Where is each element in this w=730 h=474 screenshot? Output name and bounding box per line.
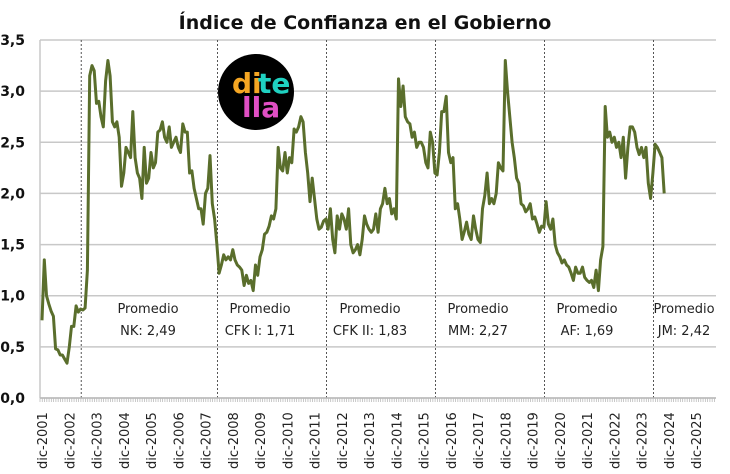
logo-circle	[218, 54, 294, 130]
annotation-value: CFK II: 1,83	[333, 324, 407, 339]
x-tick-label: dic-2019	[527, 412, 542, 469]
logo-text-lla: lla	[242, 91, 280, 124]
x-tick-label: dic-2008	[227, 412, 242, 469]
y-tick-label: 0,5	[0, 340, 25, 356]
annotation-label: Promedio	[117, 302, 178, 317]
annotation-label: Promedio	[653, 302, 714, 317]
x-tick-label: dic-2005	[145, 412, 160, 469]
x-tick-label: dic-2007	[200, 412, 215, 469]
y-tick-label: 2,0	[0, 186, 25, 202]
y-tick-label: 1,0	[0, 289, 25, 305]
x-tick-label: dic-2021	[581, 412, 596, 469]
x-tick-label: dic-2011	[309, 412, 324, 469]
y-tick-label: 3,0	[0, 84, 25, 100]
x-tick-label: dic-2003	[91, 412, 106, 469]
annotation-value: AF: 1,69	[561, 324, 614, 339]
x-tick-label: dic-2020	[554, 412, 569, 469]
y-tick-label: 0,0	[0, 391, 25, 407]
ditella-logo: di te lla	[218, 54, 294, 130]
x-tick-label: dic-2015	[418, 412, 433, 469]
series-line	[40, 59, 666, 365]
x-tick-label: dic-2017	[472, 412, 487, 469]
x-tick-label: dic-2023	[636, 412, 651, 469]
x-tick-label: dic-2016	[445, 412, 460, 469]
gridlines	[39, 39, 716, 399]
x-tick-label: dic-2025	[690, 412, 705, 469]
x-axis: dic-2001 dic-2002 dic-2003 dic-2004 dic-2005…	[36, 397, 716, 469]
logo-text-te: te	[258, 67, 290, 100]
logo-text-di: di	[232, 67, 262, 100]
annotation-label: Promedio	[556, 302, 617, 317]
y-tick-label: 1,5	[0, 238, 25, 254]
x-tick-label: dic-2024	[663, 412, 678, 469]
y-tick-label: 2,5	[0, 135, 25, 151]
period-markers	[80, 40, 654, 398]
chart-title: Índice de Confianza en el Gobierno	[179, 11, 552, 34]
x-tick-label: dic-2022	[608, 412, 623, 469]
x-tick-label: dic-2009	[254, 412, 269, 469]
annotation-label: Promedio	[447, 302, 508, 317]
period-annotations: Promedio NK: 2,49 Promedio CFK I: 1,71 Prome…	[117, 302, 714, 339]
y-tick-label: 3,5	[0, 33, 25, 49]
x-tick-label: dic-2018	[499, 412, 514, 469]
x-tick-label: dic-2014	[390, 412, 405, 469]
x-tick-label: dic-2012	[336, 412, 351, 469]
x-tick-label: dic-2002	[63, 412, 78, 469]
annotation-value: JM: 2,42	[657, 324, 711, 339]
annotation-label: Promedio	[339, 302, 400, 317]
x-tick-label: dic-2004	[118, 412, 133, 469]
x-tick-label: dic-2001	[36, 412, 51, 469]
x-tick-label: dic-2006	[172, 412, 187, 469]
annotation-value: MM: 2,27	[448, 324, 508, 339]
annotation-label: Promedio	[229, 302, 290, 317]
annotation-value: CFK I: 1,71	[225, 324, 296, 339]
x-tick-label: dic-2010	[281, 412, 296, 469]
y-axis-ticks: 0,0 0,5 1,0 1,5 2,0 2,5 3,0 3,5	[0, 33, 25, 407]
annotation-value: NK: 2,49	[120, 324, 176, 339]
x-tick-label: dic-2013	[363, 412, 378, 469]
